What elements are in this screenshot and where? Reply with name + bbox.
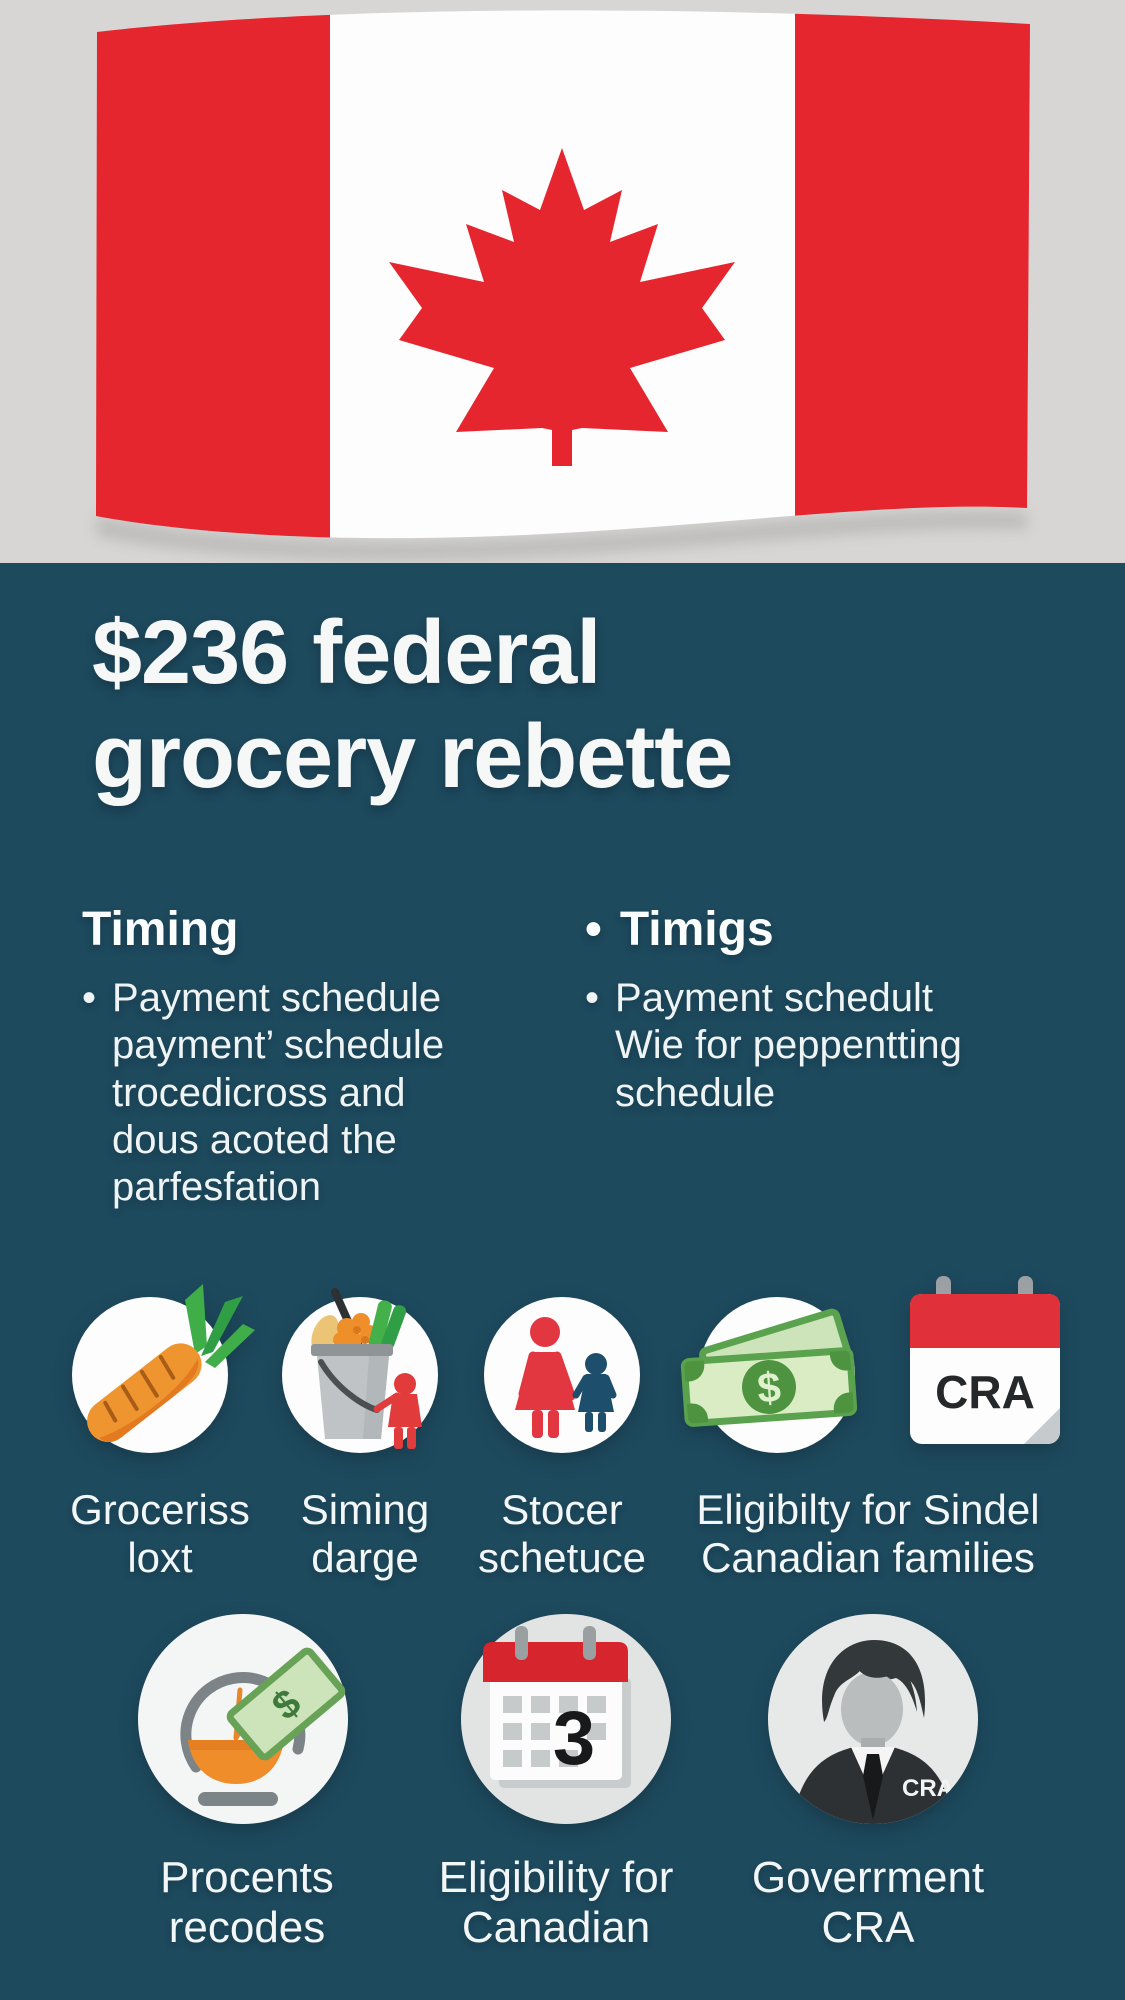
left-bullet-text: Payment schedule payment’ schedule troce… xyxy=(112,976,445,1209)
small-person xyxy=(373,1373,422,1449)
cra-calendar-icon: CRA xyxy=(910,1276,1060,1444)
flag-right-red-band xyxy=(795,10,1030,539)
bullet-icon: • xyxy=(82,976,97,1021)
money-bills-icon: $ xyxy=(680,1297,858,1453)
bullet-icon: • xyxy=(585,976,600,1021)
agent-hair xyxy=(822,1640,926,1722)
scale-money-icon: $ xyxy=(138,1614,348,1824)
label-government-cra: Goverrment CRA xyxy=(751,1853,985,1953)
carrot-icon xyxy=(72,1284,255,1453)
label-eligibility-canadian: Eligibility for Canadian xyxy=(438,1853,674,1953)
cra-agent-icon: CRA xyxy=(768,1614,978,1824)
right-bullet-text: Payment schedult Wie for peppentting sch… xyxy=(615,976,962,1115)
basket-celery xyxy=(368,1300,407,1350)
left-heading: Timing xyxy=(82,903,239,956)
calendar-grid xyxy=(503,1696,606,1767)
label-siming: Siming darge xyxy=(300,1486,430,1581)
child-figure xyxy=(572,1353,617,1432)
carrot-body xyxy=(87,1343,202,1443)
mother-figure xyxy=(515,1317,576,1438)
label-groceries: Groceriss loxt xyxy=(70,1486,250,1581)
cra-label: CRA xyxy=(935,1366,1035,1418)
grocery-basket-icon xyxy=(282,1288,438,1453)
label-procents: Procents recodes xyxy=(160,1853,334,1953)
maple-leaf-icon xyxy=(389,148,735,466)
canada-flag xyxy=(96,10,1030,561)
right-heading: Timigs xyxy=(619,903,774,956)
bullet-icon: • xyxy=(585,903,602,956)
calendar-day: 3 xyxy=(553,1696,595,1781)
flag-shadow xyxy=(96,510,1027,561)
label-eligibility-families: Eligibilty for Sindel Canadian families xyxy=(696,1486,1040,1581)
agent-tie xyxy=(863,1754,883,1820)
label-stocer: Stocer schetuce xyxy=(477,1486,647,1581)
timing-column-left: Timing • Payment schedule payment’ sched… xyxy=(82,902,587,1211)
tilted-bill: $ xyxy=(226,1647,346,1761)
dollar-sign: $ xyxy=(756,1363,783,1412)
calendar-3-icon: 3 xyxy=(461,1614,671,1824)
carrot-leaves xyxy=(185,1284,255,1368)
agent-cra-badge: CRA xyxy=(902,1775,954,1802)
page-title: $236 federal grocery rebette xyxy=(92,603,733,808)
flag-left-red-band xyxy=(96,10,330,539)
timing-column-right: • Timigs • Payment schedult Wie for pepp… xyxy=(585,902,1105,1117)
front-bill: $ xyxy=(680,1347,858,1427)
family-icon xyxy=(484,1297,640,1453)
